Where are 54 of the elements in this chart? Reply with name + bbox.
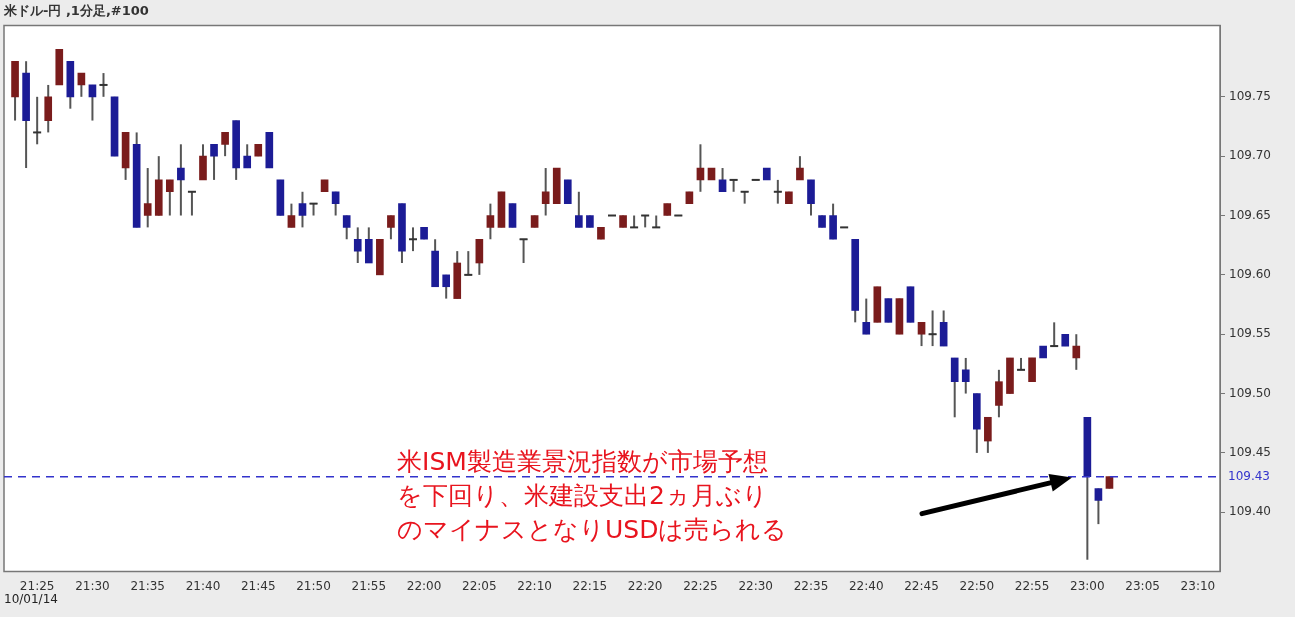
x-tick-label: 21:25 [19,578,55,593]
x-tick-label: 22:55 [1014,578,1050,593]
x-tick-label: 21:45 [240,578,276,593]
x-tick-label: 23:10 [1180,578,1216,593]
y-tick-label: 109.55 [1229,326,1272,341]
y-tick-label: 109.70 [1229,148,1272,163]
candlestick [221,131,229,158]
y-tick-label: 109.50 [1229,385,1272,400]
candlestick [486,202,495,241]
candlestick [331,190,340,217]
x-tick-label: 23:00 [1070,578,1105,593]
x-tick-label: 22:25 [683,578,718,593]
candlestick [575,190,583,229]
chart-title: 米ドル-円 ,1分足,#100 [3,3,149,19]
candlestick [796,155,804,181]
candlestick [961,356,970,395]
x-tick-label: 22:40 [848,578,884,593]
candlestick [342,214,351,241]
candlestick [177,143,185,217]
x-tick-label: 21:35 [130,578,166,593]
x-tick-label: 21:50 [296,578,331,593]
candlestick [1072,333,1081,371]
x-tick-label: 21:30 [75,578,110,593]
candlestick [387,214,395,241]
x-tick-label: 22:30 [738,578,774,593]
x-tick-label: 22:50 [959,578,995,593]
x-tick-label: 21:40 [185,578,221,593]
x-tick-label: 22:15 [572,578,608,593]
x-tick-label: 22:10 [517,578,552,593]
x-tick-label: 23:05 [1125,578,1160,593]
candlestick [541,167,550,217]
candlestick [298,190,307,229]
y-tick-label: 109.40 [1229,504,1272,519]
candlestick [143,167,152,229]
x-tick-label: 22:05 [462,578,497,593]
candlestick [862,297,871,336]
candlestick [165,178,174,217]
candlestick [353,226,362,264]
candlestick [210,143,218,181]
text: 10/01/14 [4,591,58,606]
candlestick [1094,487,1103,526]
x-tick-label: 21:55 [351,578,387,593]
x-tick-label: 22:20 [627,578,663,593]
y-tick-label: 109.60 [1229,266,1272,281]
x-tick-label: 22:45 [904,578,939,593]
y-tick-label: 109.65 [1229,207,1272,222]
y-tick-label: 109.45 [1229,445,1272,460]
annotation: 米ISM製造業景況指数が市場予想を下回り、米建設支出2ヵ月ぶりのマイナスとなりUSDは売られる [397,446,788,544]
y-tick-label: 109.75 [1229,88,1272,103]
ref-line-label: 109.43 [1228,468,1271,483]
x-tick-label: 22:00 [406,578,442,593]
candlestick [287,202,296,229]
candlestick [917,321,926,348]
x-tick-label: 22:35 [793,578,829,593]
